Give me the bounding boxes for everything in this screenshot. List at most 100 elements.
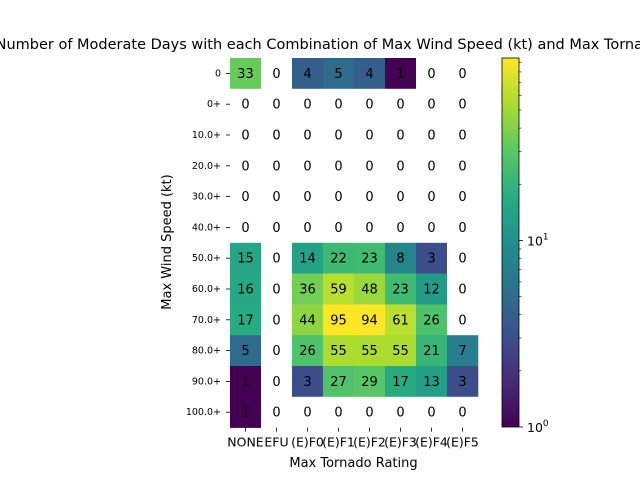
heatmap-cell xyxy=(230,88,262,120)
heatmap-cell xyxy=(230,304,262,336)
chart-title: Number of Moderate Days with each Combin… xyxy=(0,37,640,53)
cell-value-label: 0 xyxy=(303,406,311,421)
heatmap-cell xyxy=(447,58,479,90)
cell-value-label: 0 xyxy=(427,67,435,82)
cell-value-label: 0 xyxy=(272,129,280,144)
cell-value-label: 0 xyxy=(365,406,373,421)
x-tick-label: (E)F5 xyxy=(446,435,479,450)
heatmap-cell xyxy=(323,150,355,182)
cell-value-label: 22 xyxy=(330,252,347,267)
cell-value-label: 0 xyxy=(396,129,404,144)
cell-value-label: 7 xyxy=(458,344,466,359)
y-tick-label: 30.0+ xyxy=(192,192,221,203)
cell-value-label: 0 xyxy=(241,159,249,174)
heatmap-cell xyxy=(261,273,293,305)
cell-value-label: 0 xyxy=(334,221,342,236)
heatmap-cell xyxy=(323,88,355,120)
cell-value-label: 17 xyxy=(392,375,409,390)
colorbar-tick-label: 101 xyxy=(527,232,549,248)
cell-value-label: 0 xyxy=(396,221,404,236)
heatmap-cell xyxy=(230,119,262,151)
cell-value-label: 0 xyxy=(272,190,280,205)
heatmap-cell xyxy=(416,273,448,305)
cell-value-label: 0 xyxy=(334,190,342,205)
cell-value-label: 1 xyxy=(396,67,404,82)
y-tick-label: 80.0+ xyxy=(192,346,221,357)
cell-value-label: 0 xyxy=(365,221,373,236)
y-tick-label: 0 xyxy=(215,68,221,79)
cell-value-label: 0 xyxy=(334,159,342,174)
heatmap-cell xyxy=(230,273,262,305)
heatmap-cell xyxy=(416,88,448,120)
cell-value-label: 55 xyxy=(330,344,347,359)
cell-value-label: 0 xyxy=(272,98,280,113)
heatmap-cell xyxy=(385,366,417,398)
x-tick-label: NONE xyxy=(227,435,264,450)
heatmap-cell xyxy=(354,150,386,182)
heatmap-cell xyxy=(385,273,417,305)
cell-value-label: 0 xyxy=(241,129,249,144)
cell-value-label: 12 xyxy=(423,283,440,298)
heatmap-cell xyxy=(261,150,293,182)
heatmap-cell xyxy=(292,58,324,90)
heatmap-cell xyxy=(292,366,324,398)
y-tick-label: 100.0+ xyxy=(186,407,221,418)
cell-value-label: 0 xyxy=(427,190,435,205)
cell-value-label: 0 xyxy=(303,129,311,144)
cell-value-label: 61 xyxy=(392,313,409,328)
heatmap-cell xyxy=(385,58,417,90)
heatmap-cell xyxy=(292,119,324,151)
x-axis-label: Max Tornado Rating xyxy=(289,456,417,471)
x-tick-label: (E)F1 xyxy=(322,435,355,450)
heatmap-cell xyxy=(323,58,355,90)
cell-value-label: 0 xyxy=(458,159,466,174)
cell-value-label: 0 xyxy=(427,129,435,144)
heatmap-cell xyxy=(447,119,479,151)
cell-value-label: 3 xyxy=(303,375,311,390)
x-tick-label: (E)F3 xyxy=(384,435,417,450)
heatmap-cell xyxy=(323,366,355,398)
heatmap-cell xyxy=(447,396,479,428)
y-axis-ticks: 0 0+ 10.0+ 20.0+ 30.0+ 40.0+ 50.0+ 60.0+ 70.0+ 80… xyxy=(186,68,230,418)
cell-value-label: 0 xyxy=(396,98,404,113)
x-tick-label: (E)F0 xyxy=(291,435,324,450)
heatmap-cell xyxy=(230,58,262,90)
cell-value-label: 33 xyxy=(237,67,254,82)
cell-value-label: 95 xyxy=(330,313,347,328)
y-tick-label: 10.0+ xyxy=(192,130,221,141)
heatmap-cell xyxy=(416,335,448,367)
heatmap-cell xyxy=(354,58,386,90)
heatmap-cell xyxy=(447,212,479,244)
cell-value-label: 0 xyxy=(272,252,280,267)
heatmap-cell xyxy=(385,181,417,213)
heatmap-cell xyxy=(354,335,386,367)
heatmap-cell xyxy=(261,88,293,120)
heatmap-cell xyxy=(447,242,479,274)
x-tick-label: (E)F2 xyxy=(353,435,386,450)
heatmap-cell xyxy=(385,396,417,428)
heatmap-cell xyxy=(416,366,448,398)
cell-value-label: 8 xyxy=(396,252,404,267)
cell-value-label: 0 xyxy=(427,221,435,236)
cell-value-label: 0 xyxy=(303,98,311,113)
cell-value-label: 23 xyxy=(392,283,409,298)
heatmap-cell xyxy=(447,181,479,213)
cell-value-label: 5 xyxy=(241,344,249,359)
cell-value-label: 23 xyxy=(361,252,378,267)
cell-value-label: 0 xyxy=(458,406,466,421)
heatmap-cells xyxy=(230,58,479,428)
cell-value-label: 5 xyxy=(334,67,342,82)
colorbar-tick-label: 100 xyxy=(527,419,549,435)
cell-value-label: 0 xyxy=(241,98,249,113)
heatmap-cell xyxy=(323,181,355,213)
y-tick-label: 0+ xyxy=(207,99,221,110)
cell-value-label: 17 xyxy=(237,313,254,328)
cell-value-label: 4 xyxy=(365,67,373,82)
heatmap-cell xyxy=(230,212,262,244)
heatmap-cell xyxy=(416,150,448,182)
heatmap-cell xyxy=(354,396,386,428)
heatmap-cell xyxy=(416,212,448,244)
cell-value-labels: 33 0 4 5 4 1 0 00 0 0 0 0 0 0 00 0 0 0 0 0 0 00 0 0 0 0 0 0 00 0 0 0 0 0 0… xyxy=(237,67,466,421)
